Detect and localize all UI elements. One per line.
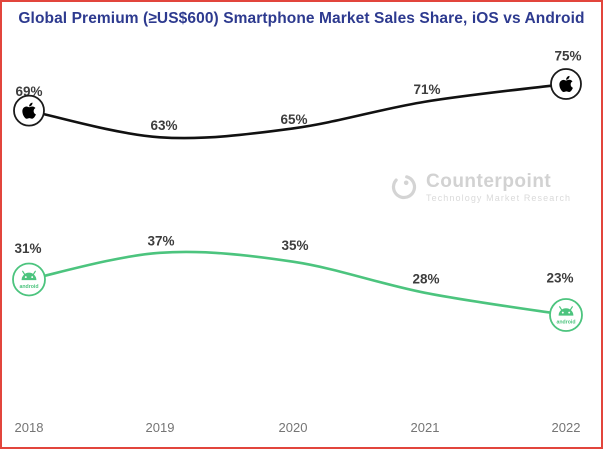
x-axis-label-2021: 2021	[411, 420, 440, 435]
android-value-label-2018: 31%	[14, 241, 41, 256]
x-axis-label-2019: 2019	[146, 420, 175, 435]
android-logo-icon: android	[12, 262, 46, 297]
android-icon-wordmark: android	[19, 284, 38, 290]
android-logo-icon: android	[549, 298, 583, 332]
chart-title: Global Premium (≥US$600) Smartphone Mark…	[18, 10, 585, 27]
ios-value-label-2018: 69%	[15, 84, 42, 99]
apple-logo-icon	[550, 68, 582, 100]
ios-value-label-2022: 75%	[554, 48, 581, 63]
x-axis-label-2020: 2020	[279, 420, 308, 435]
android-icon-wordmark: android	[556, 320, 575, 326]
ios-value-label-2021: 71%	[413, 82, 440, 97]
android-value-label-2020: 35%	[281, 238, 308, 253]
ios-value-label-2020: 65%	[280, 112, 307, 127]
android-line	[27, 250, 568, 317]
ios-line	[27, 82, 568, 140]
ios-value-label-2019: 63%	[150, 118, 177, 133]
android-value-label-2019: 37%	[147, 233, 174, 248]
android-value-label-2022: 23%	[546, 271, 573, 286]
apple-logo-icon	[13, 94, 45, 127]
x-axis-label-2022: 2022	[552, 420, 581, 435]
android-value-label-2021: 28%	[412, 271, 439, 286]
x-axis-label-2018: 2018	[15, 420, 44, 435]
